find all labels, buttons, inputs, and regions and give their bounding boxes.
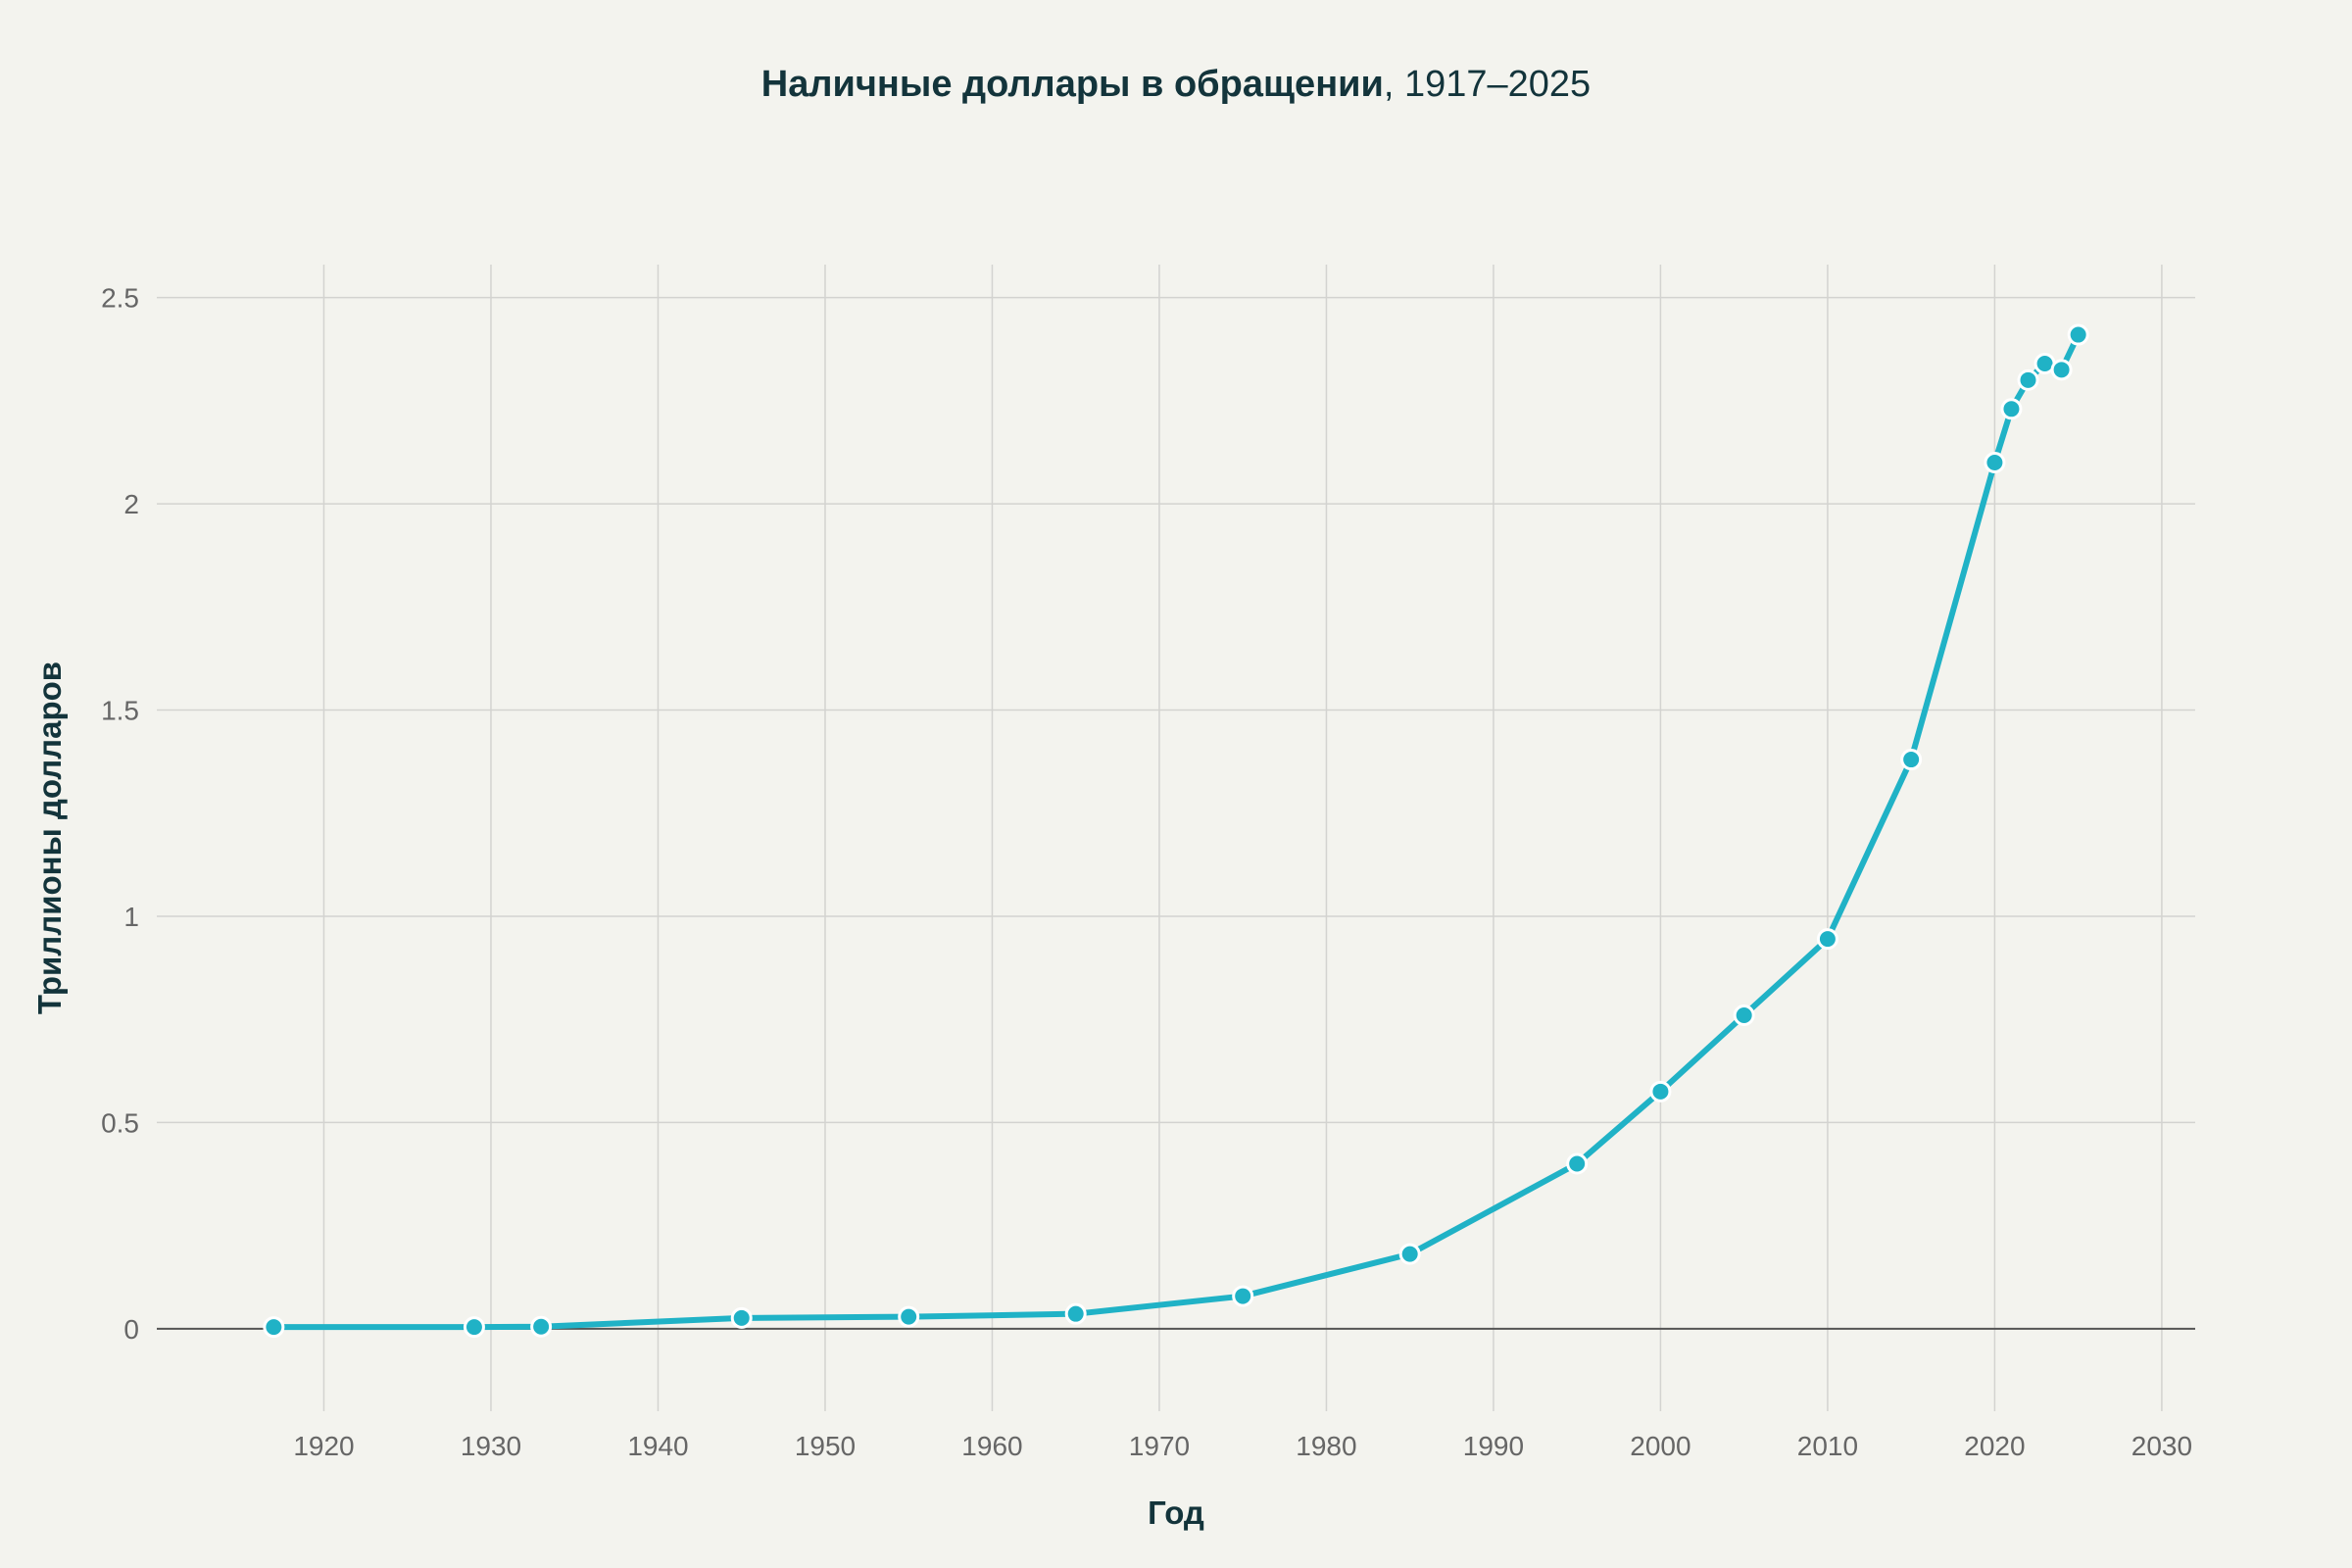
y-axis-ticks: 0 0.5 1 1.5 2 2.5 [101, 283, 139, 1345]
x-tick-label: 2020 [1964, 1431, 2025, 1461]
data-point [2067, 323, 2089, 346]
x-tick-label: 1950 [795, 1431, 856, 1461]
x-tick-label: 1940 [627, 1431, 688, 1461]
chart-title: Наличные доллары в обращении, 1917–2025 [761, 64, 1591, 105]
data-point [2050, 359, 2073, 381]
x-tick-label: 1970 [1129, 1431, 1190, 1461]
x-axis-ticks: 1920 1930 1940 1950 1960 1970 1980 1990 2000 2010… [293, 1431, 2192, 1461]
data-point [1398, 1243, 1421, 1265]
x-tick-label: 1930 [461, 1431, 521, 1461]
x-tick-label: 1990 [1463, 1431, 1524, 1461]
x-tick-label: 1960 [961, 1431, 1022, 1461]
data-point [2017, 368, 2039, 391]
data-point [263, 1316, 285, 1339]
chart-title-bold: Наличные доллары в обращении [761, 64, 1384, 105]
x-tick-label: 1980 [1296, 1431, 1356, 1461]
data-point [1566, 1152, 1589, 1175]
data-point [1232, 1285, 1254, 1307]
data-point [1816, 928, 1838, 951]
x-tick-label: 2030 [2132, 1431, 2192, 1461]
data-point [730, 1306, 753, 1329]
y-tick-label: 0.5 [101, 1107, 139, 1138]
y-axis-title: Триллионы долларов [31, 662, 68, 1014]
data-point [1984, 452, 2006, 474]
x-tick-label: 2010 [1797, 1431, 1858, 1461]
y-tick-label: 2 [123, 489, 139, 519]
x-axis-title: Год [1148, 1494, 1204, 1531]
data-point [530, 1315, 553, 1338]
series [263, 323, 2089, 1339]
data-point [1064, 1302, 1087, 1325]
data-point [1733, 1004, 1755, 1026]
series-line [270, 331, 2082, 1331]
y-tick-label: 1 [123, 902, 139, 932]
y-tick-label: 1.5 [101, 696, 139, 726]
chart-title-years: , 1917–2025 [1384, 64, 1591, 105]
data-point [1900, 749, 1923, 771]
data-point [2000, 398, 2023, 420]
y-tick-label: 2.5 [101, 283, 139, 314]
data-point [463, 1316, 485, 1339]
x-tick-label: 1920 [293, 1431, 354, 1461]
data-point [898, 1305, 920, 1328]
x-tick-label: 2000 [1630, 1431, 1690, 1461]
y-tick-label: 0 [123, 1314, 139, 1345]
grid [157, 265, 2195, 1411]
data-point [1649, 1080, 1672, 1102]
